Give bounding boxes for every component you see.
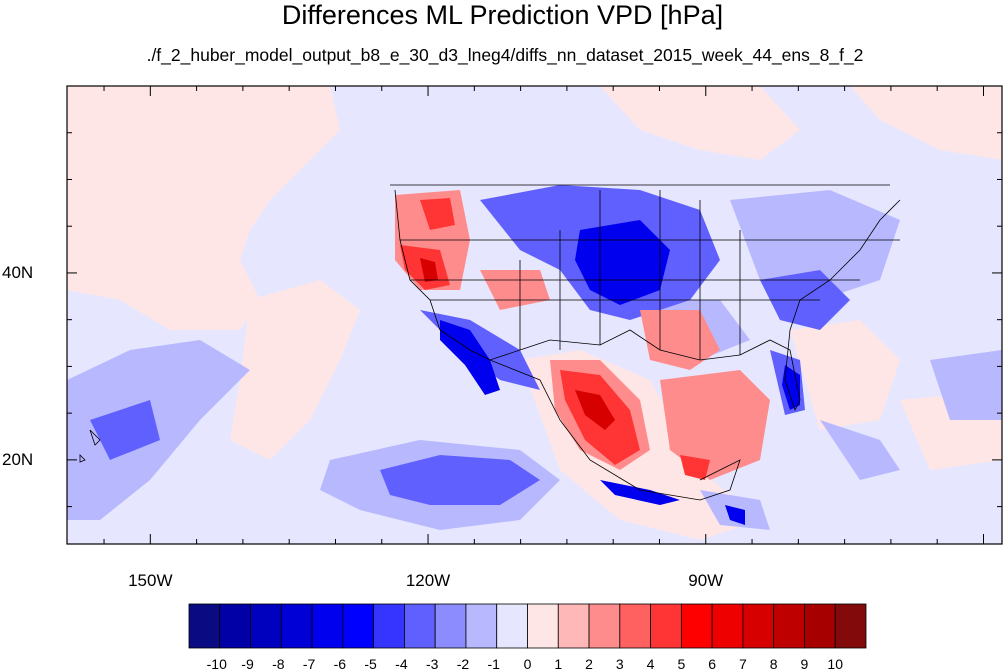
colorbar-swatch <box>680 603 713 649</box>
colorbar-label: -3 <box>425 656 439 672</box>
colorbar-swatch <box>527 603 559 649</box>
colorbar-swatch <box>188 603 221 649</box>
x-tick-label: 150W <box>128 571 173 590</box>
colorbar-label: 3 <box>615 656 624 672</box>
colorbar-swatch <box>619 603 651 649</box>
colorbar-label: 1 <box>554 656 563 672</box>
map-frame <box>66 85 1003 545</box>
colorbar-swatch <box>280 603 313 649</box>
chart-subtitle: ./f_2_huber_model_output_b8_e_30_d3_lneg… <box>146 45 864 65</box>
positive-anomaly-extreme <box>420 258 615 430</box>
y-tick-label: 40N <box>2 262 34 282</box>
colorbar-label: -1 <box>487 656 500 672</box>
chart-title: Differences ML Prediction VPD [hPa] <box>281 0 724 30</box>
colorbar-label: -9 <box>241 656 254 672</box>
colorbar-swatch <box>773 603 805 649</box>
colorbar-swatch <box>804 603 836 649</box>
negative-anomaly-strong <box>440 220 800 525</box>
colorbar-swatch <box>342 603 375 649</box>
colorbar-label: -8 <box>272 656 285 672</box>
colorbar-swatch <box>434 603 467 649</box>
y-tick-label: 20N <box>2 449 34 469</box>
colorbar-label: -10 <box>206 656 227 672</box>
colorbar-label: 9 <box>800 656 809 672</box>
colorbar-swatch <box>219 603 251 649</box>
colorbar-swatch <box>496 603 528 649</box>
colorbar-label: 0 <box>523 656 532 672</box>
colorbar-label: 8 <box>769 656 778 672</box>
axis-ticks <box>67 86 1002 544</box>
colorbar-label: 4 <box>646 656 655 672</box>
colorbar-label: -2 <box>456 656 470 672</box>
coastlines <box>79 184 901 501</box>
colorbar-swatch <box>404 603 436 649</box>
colorbar <box>188 603 867 649</box>
colorbar-label: 7 <box>739 656 747 672</box>
colorbar-label: 5 <box>677 656 686 672</box>
colorbar-swatch <box>742 603 775 649</box>
x-tick-label: 90W <box>688 571 724 590</box>
colorbar-swatch <box>711 603 744 649</box>
colorbar-swatch <box>557 603 590 649</box>
negative-anomaly-light <box>67 190 1002 530</box>
colorbar-swatch <box>465 603 498 649</box>
x-tick-label: 120W <box>405 571 451 590</box>
colorbar-swatch <box>250 603 282 649</box>
colorbar-label: 2 <box>585 656 593 672</box>
colorbar-label: -6 <box>333 656 347 672</box>
colorbar-swatch <box>588 603 621 649</box>
colorbar-swatch <box>650 603 682 649</box>
map-field <box>67 86 1002 544</box>
colorbar-swatch <box>834 603 867 649</box>
colorbar-swatch <box>311 603 344 649</box>
colorbar-label: -7 <box>302 656 316 672</box>
colorbar-label: -4 <box>395 656 408 672</box>
colorbar-label: -5 <box>364 656 377 672</box>
colorbar-swatch <box>373 603 405 649</box>
colorbar-label: 10 <box>827 656 843 672</box>
colorbar-label: 6 <box>708 656 717 672</box>
